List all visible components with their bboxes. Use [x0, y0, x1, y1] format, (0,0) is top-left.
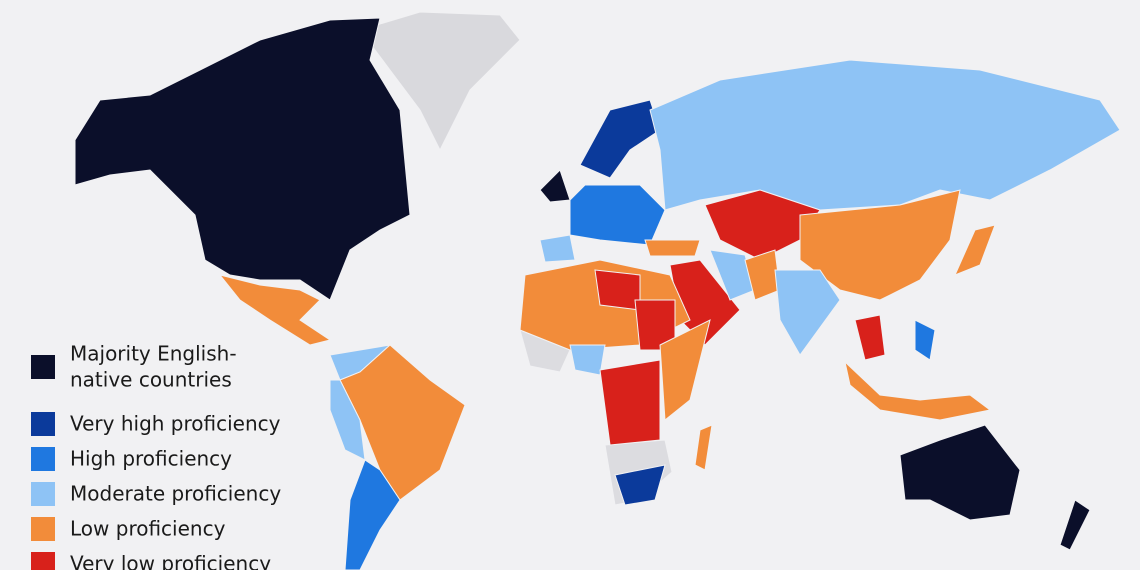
japan	[954, 224, 996, 276]
indonesia	[844, 360, 992, 421]
legend-label: Moderate proficiency	[70, 482, 281, 506]
legend-label: Very low proficiency	[70, 552, 271, 570]
legend-label: High proficiency	[70, 447, 232, 471]
central-europe	[569, 184, 666, 246]
legend-label: Majority English-	[70, 342, 237, 366]
libya	[594, 269, 641, 311]
turkey	[644, 239, 701, 257]
legend-swatch	[31, 482, 55, 506]
thailand	[854, 314, 886, 361]
east-africa	[659, 319, 711, 421]
iberia	[539, 234, 576, 263]
legend-swatch	[31, 552, 55, 570]
new-zealand	[1059, 499, 1091, 551]
legend-swatch	[31, 447, 55, 471]
brazil	[339, 344, 466, 501]
north-america	[74, 17, 411, 301]
india	[774, 269, 841, 356]
legend-swatch	[31, 355, 55, 379]
nigeria	[569, 344, 606, 376]
central-africa	[599, 359, 661, 446]
madagascar	[694, 424, 713, 471]
southern-cone	[344, 459, 401, 570]
australia	[899, 424, 1021, 521]
map-regions	[74, 11, 1121, 570]
legend-label: Low proficiency	[70, 517, 226, 541]
philippines	[914, 319, 936, 361]
legend-swatch	[31, 517, 55, 541]
russia	[649, 59, 1121, 211]
legend-label: native countries	[70, 368, 232, 392]
south-africa	[614, 464, 666, 506]
scandinavia	[579, 99, 661, 179]
legend: Majority English-native countries Very hi…	[31, 342, 281, 570]
pakistan	[744, 249, 781, 301]
mexico	[218, 274, 332, 346]
greenland	[359, 11, 521, 152]
legend-swatch	[31, 412, 55, 436]
legend-label: Very high proficiency	[70, 412, 281, 436]
uk	[539, 169, 571, 203]
